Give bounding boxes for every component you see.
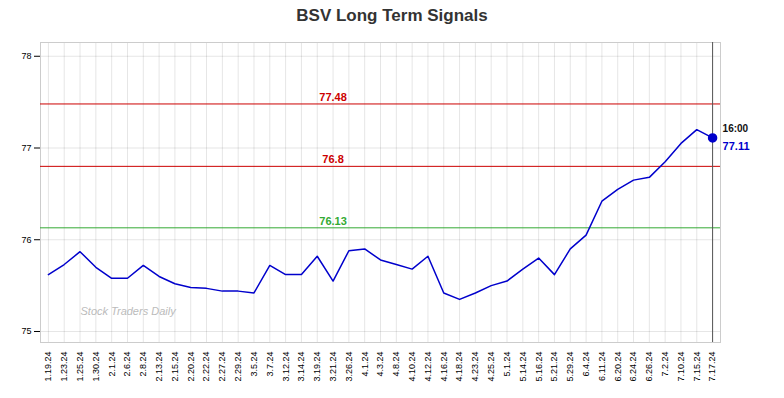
- svg-text:4.3.24: 4.3.24: [375, 352, 385, 377]
- svg-text:3.7.24: 3.7.24: [265, 352, 275, 377]
- svg-text:75: 75: [21, 326, 31, 336]
- svg-text:1.25.24: 1.25.24: [75, 352, 85, 382]
- svg-text:1.19.24: 1.19.24: [43, 352, 53, 382]
- svg-text:2.27.24: 2.27.24: [217, 352, 227, 382]
- svg-text:6.26.24: 6.26.24: [644, 352, 654, 382]
- svg-text:77.11: 77.11: [723, 140, 750, 152]
- svg-text:78: 78: [21, 51, 31, 61]
- svg-text:7.15.24: 7.15.24: [692, 352, 702, 382]
- svg-text:2.8.24: 2.8.24: [138, 352, 148, 377]
- svg-text:5.14.24: 5.14.24: [518, 352, 528, 382]
- svg-text:4.23.24: 4.23.24: [470, 352, 480, 382]
- svg-text:2.22.24: 2.22.24: [201, 352, 211, 382]
- svg-text:4.10.24: 4.10.24: [407, 352, 417, 382]
- svg-text:7.17.24: 7.17.24: [707, 352, 717, 382]
- svg-text:3.12.24: 3.12.24: [280, 352, 290, 382]
- svg-text:6.4.24: 6.4.24: [581, 352, 591, 377]
- html-text:BSV Long Term Signals: BSV Long Term Signals: [296, 6, 488, 25]
- svg-text:3.21.24: 3.21.24: [328, 352, 338, 382]
- svg-text:5.29.24: 5.29.24: [565, 352, 575, 382]
- svg-text:4.25.24: 4.25.24: [486, 352, 496, 382]
- svg-text:Stock Traders Daily: Stock Traders Daily: [81, 305, 178, 317]
- svg-text:6.24.24: 6.24.24: [628, 352, 638, 382]
- svg-text:7.2.24: 7.2.24: [660, 352, 670, 377]
- svg-text:6.20.24: 6.20.24: [613, 352, 623, 382]
- svg-text:5.1.24: 5.1.24: [502, 352, 512, 377]
- svg-text:7.10.24: 7.10.24: [676, 352, 686, 382]
- svg-text:2.6.24: 2.6.24: [122, 352, 132, 377]
- svg-text:2.29.24: 2.29.24: [233, 352, 243, 382]
- svg-text:4.1.24: 4.1.24: [360, 352, 370, 377]
- svg-text:2.13.24: 2.13.24: [154, 352, 164, 382]
- svg-text:16:00: 16:00: [723, 123, 749, 134]
- svg-text:4.12.24: 4.12.24: [423, 352, 433, 382]
- svg-text:5.16.24: 5.16.24: [534, 352, 544, 382]
- svg-text:76.13: 76.13: [319, 215, 347, 227]
- svg-text:76: 76: [21, 235, 31, 245]
- svg-text:76.8: 76.8: [322, 153, 343, 165]
- svg-text:2.20.24: 2.20.24: [186, 352, 196, 382]
- svg-text:77: 77: [21, 143, 31, 153]
- svg-text:4.16.24: 4.16.24: [439, 352, 449, 382]
- svg-text:6.11.24: 6.11.24: [597, 352, 607, 381]
- svg-text:3.14.24: 3.14.24: [296, 352, 306, 382]
- svg-text:77.48: 77.48: [319, 91, 347, 103]
- svg-text:2.15.24: 2.15.24: [170, 352, 180, 382]
- svg-text:2.1.24: 2.1.24: [107, 352, 117, 377]
- svg-text:1.30.24: 1.30.24: [91, 352, 101, 382]
- svg-text:3.19.24: 3.19.24: [312, 352, 322, 382]
- svg-text:4.8.24: 4.8.24: [391, 352, 401, 377]
- svg-text:3.5.24: 3.5.24: [249, 352, 259, 377]
- svg-text:5.21.24: 5.21.24: [549, 352, 559, 382]
- svg-text:1.23.24: 1.23.24: [59, 352, 69, 382]
- svg-text:4.18.24: 4.18.24: [454, 352, 464, 382]
- svg-text:3.26.24: 3.26.24: [344, 352, 354, 382]
